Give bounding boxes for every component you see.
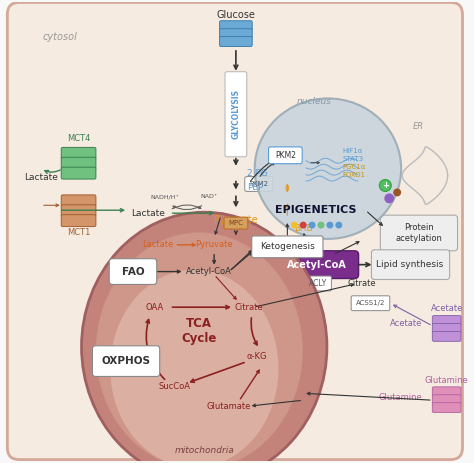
Text: MCT4: MCT4	[67, 134, 90, 143]
Text: nucleus: nucleus	[296, 97, 331, 106]
FancyBboxPatch shape	[372, 250, 450, 280]
FancyBboxPatch shape	[432, 316, 461, 325]
Text: Glutamine: Glutamine	[378, 393, 422, 402]
Text: Protein
acetylation: Protein acetylation	[395, 223, 442, 243]
Text: PGC1α: PGC1α	[343, 163, 366, 169]
Text: STAT3: STAT3	[343, 156, 364, 162]
Text: cytosol: cytosol	[43, 32, 78, 42]
Text: Glutamine: Glutamine	[425, 376, 468, 385]
FancyBboxPatch shape	[61, 167, 96, 179]
Text: MCT1: MCT1	[67, 228, 90, 237]
Text: Glucose: Glucose	[217, 10, 255, 20]
FancyBboxPatch shape	[432, 332, 461, 341]
Ellipse shape	[82, 212, 327, 463]
FancyBboxPatch shape	[219, 37, 252, 46]
Text: FOXO1: FOXO1	[343, 172, 366, 178]
FancyBboxPatch shape	[224, 217, 248, 229]
FancyBboxPatch shape	[432, 324, 461, 333]
Circle shape	[393, 188, 401, 196]
FancyBboxPatch shape	[245, 176, 273, 191]
FancyBboxPatch shape	[61, 157, 96, 169]
Text: SucCoA: SucCoA	[158, 382, 191, 391]
Text: Acetate: Acetate	[430, 304, 463, 313]
Text: NAD⁺: NAD⁺	[201, 194, 218, 200]
Text: ACLY: ACLY	[309, 279, 327, 288]
Ellipse shape	[95, 232, 303, 463]
Text: Glutamate: Glutamate	[207, 401, 251, 411]
FancyBboxPatch shape	[219, 21, 252, 31]
FancyBboxPatch shape	[61, 147, 96, 159]
Text: mitochondria: mitochondria	[174, 446, 234, 455]
FancyBboxPatch shape	[225, 72, 247, 157]
FancyBboxPatch shape	[432, 403, 461, 413]
Text: Acetyl-CoA: Acetyl-CoA	[186, 267, 232, 276]
Text: α-KG: α-KG	[246, 352, 267, 361]
FancyBboxPatch shape	[61, 205, 96, 217]
Text: PEP: PEP	[247, 183, 263, 192]
Text: Pyruvate: Pyruvate	[214, 215, 258, 225]
Text: PKM2: PKM2	[275, 151, 296, 160]
Text: Lipid synthesis: Lipid synthesis	[376, 260, 444, 269]
FancyBboxPatch shape	[380, 215, 457, 251]
Text: HIF1α: HIF1α	[343, 148, 363, 154]
FancyBboxPatch shape	[351, 296, 390, 311]
Text: OXPHOS: OXPHOS	[101, 356, 151, 366]
Text: Lactate: Lactate	[142, 240, 173, 250]
FancyBboxPatch shape	[252, 236, 323, 258]
FancyBboxPatch shape	[276, 251, 359, 279]
Text: Ketogenesis: Ketogenesis	[260, 242, 315, 251]
Text: ACSS1/2: ACSS1/2	[356, 300, 385, 306]
Text: GLYCOLYSIS: GLYCOLYSIS	[231, 89, 240, 139]
Text: Lactate: Lactate	[131, 209, 165, 218]
FancyBboxPatch shape	[7, 2, 463, 460]
Circle shape	[379, 180, 391, 191]
FancyBboxPatch shape	[92, 346, 160, 376]
Text: βHB: βHB	[294, 224, 313, 232]
Text: TCA
Cycle: TCA Cycle	[182, 317, 217, 345]
FancyBboxPatch shape	[61, 195, 96, 207]
Text: +: +	[382, 181, 389, 190]
Ellipse shape	[255, 99, 401, 239]
Text: FAO: FAO	[122, 267, 144, 276]
Text: EPIGENETICS: EPIGENETICS	[275, 205, 357, 215]
FancyBboxPatch shape	[219, 29, 252, 38]
Text: Citrate: Citrate	[235, 303, 263, 312]
Text: ER: ER	[413, 122, 424, 131]
Circle shape	[291, 222, 298, 229]
Circle shape	[318, 222, 325, 229]
Text: Acetyl-CoA: Acetyl-CoA	[287, 260, 347, 269]
Text: MPC: MPC	[228, 220, 243, 226]
FancyBboxPatch shape	[432, 395, 461, 405]
FancyBboxPatch shape	[269, 147, 302, 164]
Text: PKM2: PKM2	[249, 181, 268, 187]
Ellipse shape	[110, 269, 278, 463]
Circle shape	[335, 222, 342, 229]
FancyBboxPatch shape	[305, 276, 331, 291]
Text: Acetate: Acetate	[390, 319, 422, 328]
FancyBboxPatch shape	[432, 387, 461, 397]
Text: Pyruvate: Pyruvate	[195, 240, 233, 250]
Text: 2 PG: 2 PG	[247, 169, 268, 178]
Text: Citrate: Citrate	[348, 279, 376, 288]
Circle shape	[309, 222, 316, 229]
Circle shape	[327, 222, 333, 229]
Circle shape	[300, 222, 307, 229]
Text: OAA: OAA	[146, 303, 164, 312]
FancyBboxPatch shape	[109, 259, 157, 284]
Text: NADH/H⁺: NADH/H⁺	[150, 194, 179, 200]
Text: Lactate: Lactate	[24, 173, 58, 182]
FancyBboxPatch shape	[61, 215, 96, 226]
Circle shape	[384, 194, 394, 203]
